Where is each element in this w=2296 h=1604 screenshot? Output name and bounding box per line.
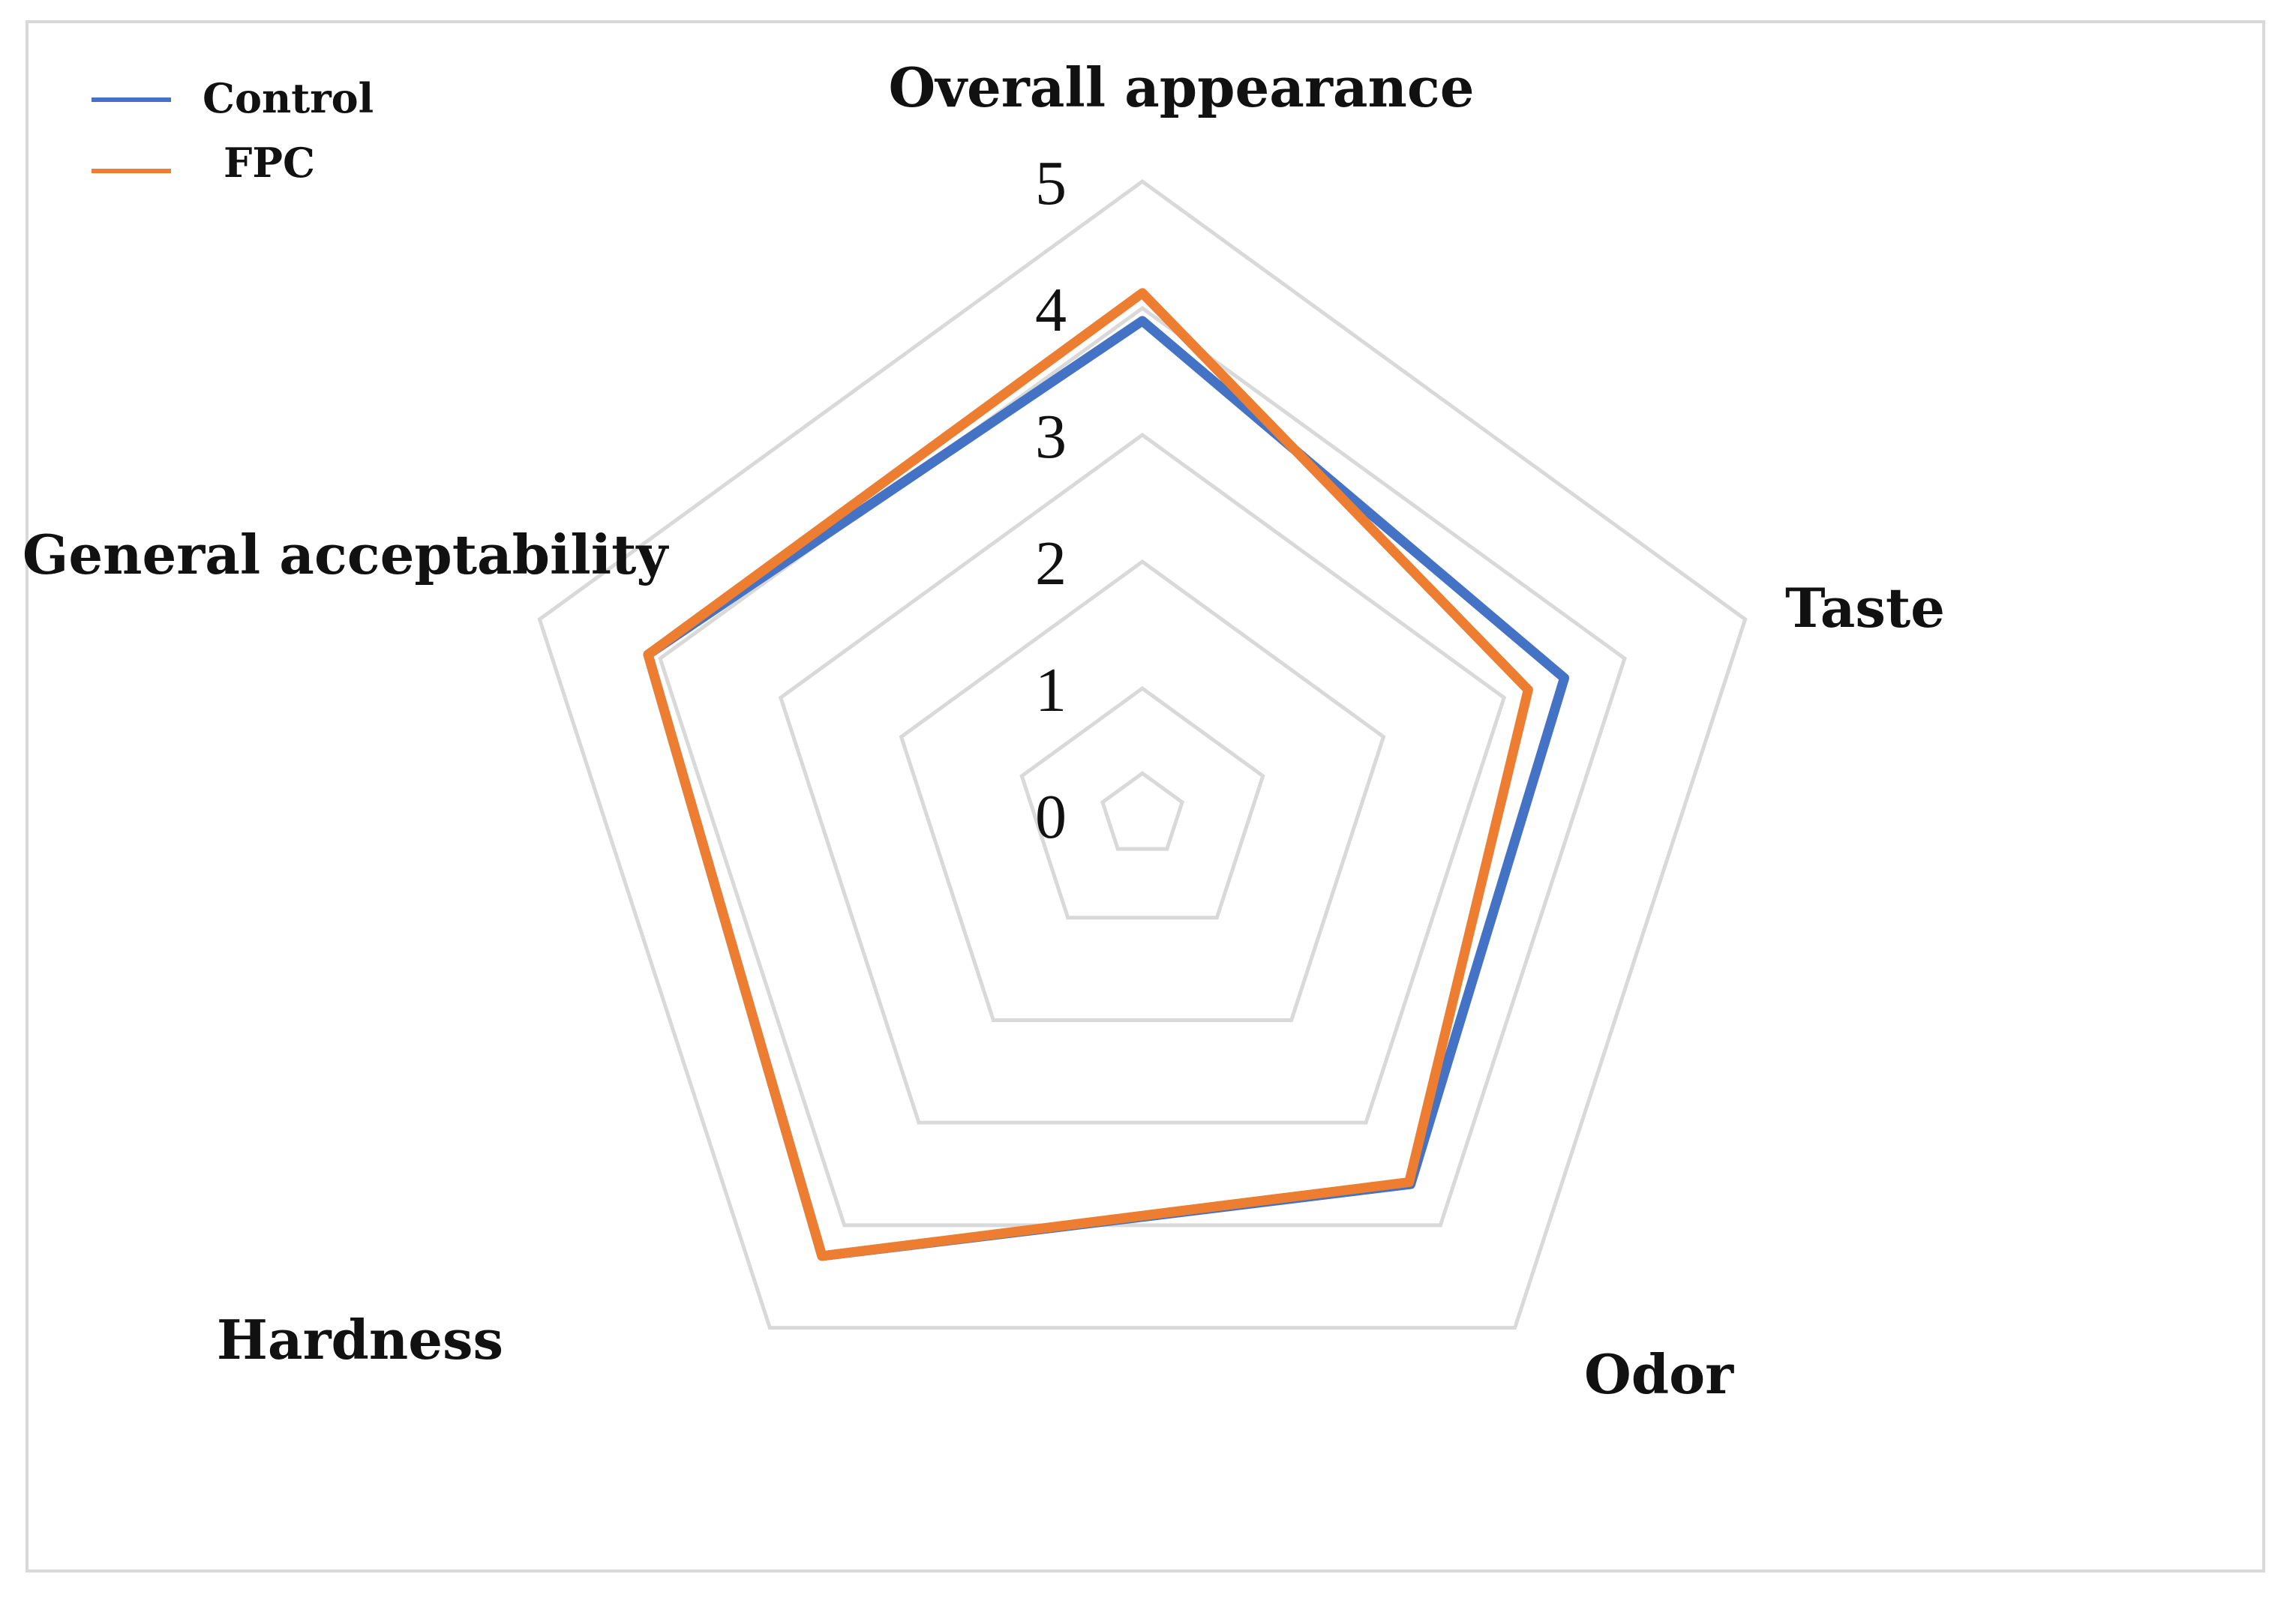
- axis-label-taste: Taste: [1785, 576, 1945, 640]
- grid-ring-3: [778, 432, 1507, 1125]
- tick-label-1: 1: [1035, 655, 1067, 725]
- series-lines: [643, 288, 1570, 1261]
- axis-labels: Overall appearance Taste Odor Hardness G…: [23, 55, 1945, 1406]
- grid-ring-0: [1100, 771, 1184, 851]
- tick-label-2: 2: [1035, 529, 1067, 598]
- axis-label-hardness: Hardness: [217, 1308, 503, 1372]
- grid-ring-1: [1019, 685, 1265, 920]
- axis-label-general-acceptability: General acceptability: [23, 523, 670, 586]
- axis-label-odor: Odor: [1584, 1342, 1734, 1406]
- radial-tick-labels: 0 1 2 3 4 5: [1035, 148, 1067, 852]
- axis-label-overall-appearance: Overall appearance: [888, 55, 1474, 119]
- tick-label-3: 3: [1035, 402, 1067, 472]
- grid-ring-5: [537, 178, 1748, 1330]
- tick-label-4: 4: [1035, 275, 1067, 345]
- legend-label-fpc: FPC: [224, 139, 315, 187]
- grid-ring-2: [899, 559, 1386, 1022]
- chart-frame: [26, 20, 2265, 1573]
- tick-label-5: 5: [1035, 148, 1067, 218]
- series-line-fpc: [643, 288, 1533, 1261]
- tick-label-0: 0: [1035, 782, 1067, 852]
- radar-grid: [537, 178, 1748, 1330]
- grid-ring-4: [658, 305, 1627, 1228]
- legend: Control FPC: [92, 74, 374, 187]
- legend-label-control: Control: [203, 74, 374, 122]
